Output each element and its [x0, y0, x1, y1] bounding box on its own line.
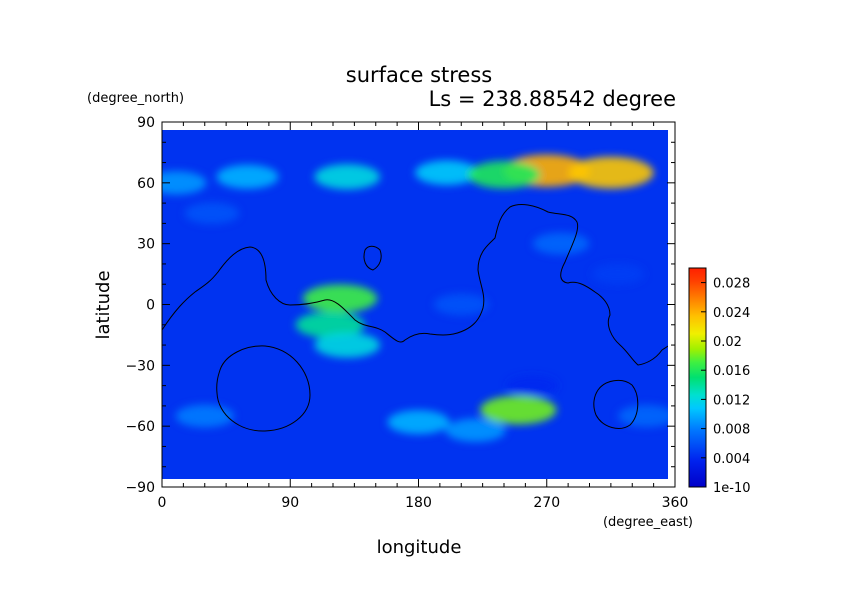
y-tick-label: 90	[137, 115, 155, 131]
colorbar-tick-label: 0.02	[713, 335, 742, 350]
colorbar-gradient	[688, 267, 707, 488]
y-tick-label: −30	[125, 358, 155, 374]
y-tick-label: 30	[137, 237, 155, 253]
y-axis-label: latitude	[93, 270, 114, 339]
field-blob-13	[591, 263, 645, 285]
field-blob-2	[415, 160, 479, 185]
x-tick-label: 270	[533, 495, 560, 511]
field-blob-10	[314, 332, 381, 358]
field-blob-18	[618, 404, 668, 428]
contour-line-1	[162, 204, 668, 366]
contour-line-3	[216, 345, 311, 432]
field-blob-17	[445, 418, 506, 442]
field-blob-9	[295, 311, 365, 338]
colorbar-tick-label: 1e-10	[713, 481, 751, 496]
stress-field	[162, 130, 668, 479]
y-tick-label: 0	[146, 298, 155, 314]
y-axis: 90 60 30 0 −30 −60 −90	[125, 115, 675, 496]
y-tick-label: −90	[125, 480, 155, 496]
field-blob-19	[506, 375, 559, 396]
field-blob-16	[480, 395, 557, 425]
contour-line-2	[363, 245, 382, 271]
field-blob-6	[162, 171, 207, 195]
colorbar-tick-label: 0.008	[713, 423, 750, 438]
x-axis: 0 90 180 270 360	[158, 122, 689, 511]
colorbar: 1e-10 0.004 0.008 0.012 0.016 0.02 0.024 0.028	[688, 267, 751, 496]
x-unit-label: (degree_east)	[603, 515, 693, 530]
colorbar-tick-label: 0.004	[713, 452, 750, 467]
field-blob-8	[302, 284, 378, 313]
colorbar-tick-label: 0.028	[713, 277, 750, 292]
y-unit-label: (degree_north)	[87, 91, 184, 106]
colorbar-ticks: 1e-10 0.004 0.008 0.012 0.016 0.02 0.024 0.028	[701, 277, 751, 496]
contour-line-4	[593, 379, 639, 429]
y-tick-label: −60	[125, 419, 155, 435]
topography-contours	[162, 204, 668, 432]
field-blob-15	[387, 410, 450, 435]
field-blob-7	[184, 202, 240, 225]
chart-subtitle: Ls = 238.88542 degree	[429, 87, 676, 111]
chart-title: surface stress	[346, 63, 492, 87]
colorbar-tick-label: 0.016	[713, 364, 750, 379]
colorbar-tick-label: 0.024	[713, 306, 750, 321]
field-blob-11	[433, 293, 489, 316]
colorbar-tick-label: 0.012	[713, 393, 750, 408]
x-tick-label: 180	[405, 495, 432, 511]
field-blob-12	[532, 232, 590, 255]
x-tick-label: 360	[662, 495, 689, 511]
field-blob-4	[568, 156, 654, 189]
x-tick-label: 0	[158, 495, 167, 511]
x-axis-label: longitude	[377, 537, 462, 558]
y-tick-label: 60	[137, 176, 155, 192]
field-blob-5	[467, 160, 541, 189]
field-blob-14	[175, 404, 234, 428]
x-tick-label: 90	[281, 495, 299, 511]
field-blob-0	[216, 164, 279, 189]
field-blob-1	[314, 164, 381, 190]
